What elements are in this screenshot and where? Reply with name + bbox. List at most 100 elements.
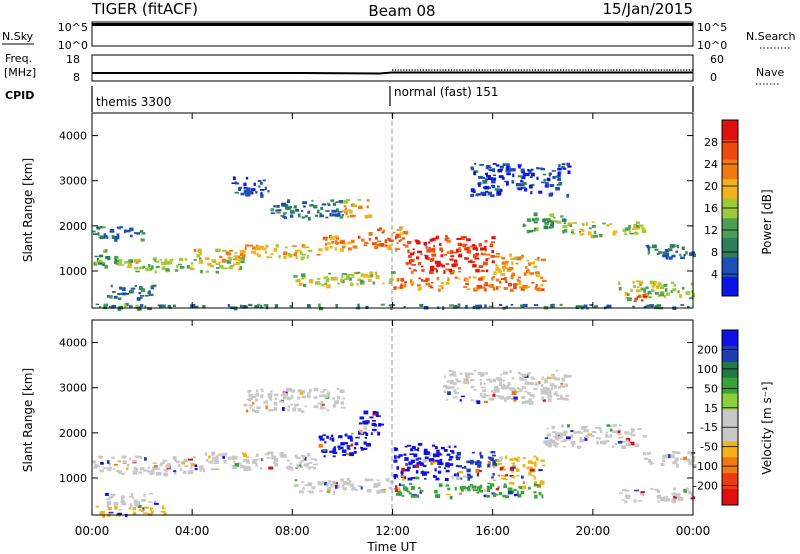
velocity-colorbar-segment [722,457,738,474]
time-tick-label: 20:00 [576,524,611,538]
range-tick-label: 3000 [59,382,87,395]
range-tick-label: 4000 [59,130,87,143]
power-echo-band [117,257,245,274]
beam-label: Beam 08 [368,2,435,20]
range-tick-label: 1000 [59,265,87,278]
cpid-label: CPID [5,89,34,102]
velocity-echo-band [393,442,457,481]
velocity-colorbar-tick: 50 [704,382,718,395]
velocity-colorbar-tick: 15 [704,402,718,415]
velocity-heatmap [92,369,697,518]
nsky-label: N.Sky [2,30,34,43]
range-tick-label: 4000 [59,337,87,350]
velocity-colorbar-segment [722,393,738,411]
power-echo-band [470,162,572,198]
velocity-colorbar-segment [722,425,738,442]
velocity-colorbar-tick: -200 [693,480,718,493]
time-tick-label: 00:00 [75,524,110,538]
power-echo-band [368,226,409,252]
power-echo-band [342,198,373,219]
velocity-colorbar-tick: -15 [700,421,718,434]
power-echo-band [393,275,547,292]
time-tick-label: 04:00 [175,524,210,538]
cpid-mode-1: themis 3300 [96,95,171,109]
power-echo-band [103,303,690,311]
range-tick-label: 3000 [59,175,87,188]
power-echo-band [242,244,321,261]
power-echo-band [618,280,696,301]
velocity-colorbar: 200 100 50 15 -15 -50 -100 -200 [693,329,739,506]
time-tick-label: 16:00 [475,524,510,538]
velocity-echo-band [619,487,696,504]
power-colorbar-tick: 8 [711,246,718,259]
power-echo-band [95,302,141,311]
power-colorbar-segment [722,139,738,160]
velocity-colorbar-tick: 100 [697,363,718,376]
power-colorbar-segment [722,256,738,277]
velocity-echo-band [192,451,319,473]
velocity-colorbar-segment [722,361,738,379]
velocity-echo-band [543,424,647,450]
nsky-panel [91,21,694,47]
time-axis-label: Time UT [366,540,417,554]
power-colorbar-segment [722,159,738,180]
power-colorbar-tick: 4 [711,268,718,281]
velocity-echo-band [442,369,572,405]
velocity-colorbar-segment [722,345,738,363]
power-echo-band [231,176,270,198]
power-panel: 1000 2000 3000 4000 Slant Range [km] 4 8 12 16… [21,112,774,311]
power-colorbar-tick: 28 [704,136,718,149]
velocity-colorbar-tick: 200 [697,343,718,356]
power-echo-band [93,249,121,269]
power-echo-band [270,199,344,221]
velocity-colorbar-segment [722,330,738,347]
velocity-echo-band [394,482,544,500]
power-echo-band [92,225,146,242]
nave-tick-bottom: 0 [710,71,717,84]
time-tick-label: 12:00 [375,524,410,538]
power-echo-band [405,235,496,275]
power-echo-band [645,244,696,260]
velocity-ylabel: Slant Range [km] [21,368,35,472]
velocity-colorbar-segment [722,473,738,490]
power-echo-band [633,293,648,302]
power-ylabel: Slant Range [km] [21,158,35,262]
power-colorbar-tick: 24 [704,158,718,171]
range-tick-label: 1000 [59,472,87,485]
velocity-echo-band [243,387,346,414]
freq-tick-top: 18 [66,53,80,66]
power-colorbar-label: Power [dB] [760,189,774,254]
velocity-colorbar-segment [722,489,738,506]
date-label: 15/Jan/2015 [603,0,694,18]
power-colorbar-tick: 20 [704,180,718,193]
nsearch-tick-top: 10^5 [697,21,727,34]
velocity-echo-band [294,478,395,495]
power-colorbar-segment [722,120,738,141]
freq-unit: [MHz] [4,66,36,79]
nave-label: Nave [756,66,784,79]
velocity-echo-band [104,492,159,508]
velocity-colorbar-label: Velocity [m s⁻¹] [760,381,774,474]
velocity-colorbar-tick: -100 [693,460,718,473]
power-heatmap [92,162,696,311]
velocity-colorbar-tick: -50 [700,441,718,454]
velocity-echo-band [318,432,371,458]
radar-title: TIGER (fitACF) [91,0,198,18]
nsky-trace [92,23,693,26]
power-echo-band [318,235,369,252]
power-echo-band [293,271,396,289]
power-colorbar-tick: 16 [704,202,718,215]
velocity-colorbar-segment [722,441,738,458]
power-echo-band [568,221,647,239]
nsearch-label: N.Search [746,30,796,43]
velocity-xaxis: 00:00 04:00 08:00 12:00 16:00 20:00 00:00 [75,113,710,538]
power-yaxis: 1000 2000 3000 4000 [59,130,693,278]
freq-panel [91,54,694,82]
power-colorbar-segment [722,217,738,238]
velocity-echo-band [493,455,546,485]
velocity-yaxis: 1000 2000 3000 4000 [59,337,693,485]
velocity-colorbar-segment [722,377,738,395]
velocity-echo-band [92,455,196,477]
velocity-echo-band [358,410,384,436]
power-echo-band [106,284,157,301]
